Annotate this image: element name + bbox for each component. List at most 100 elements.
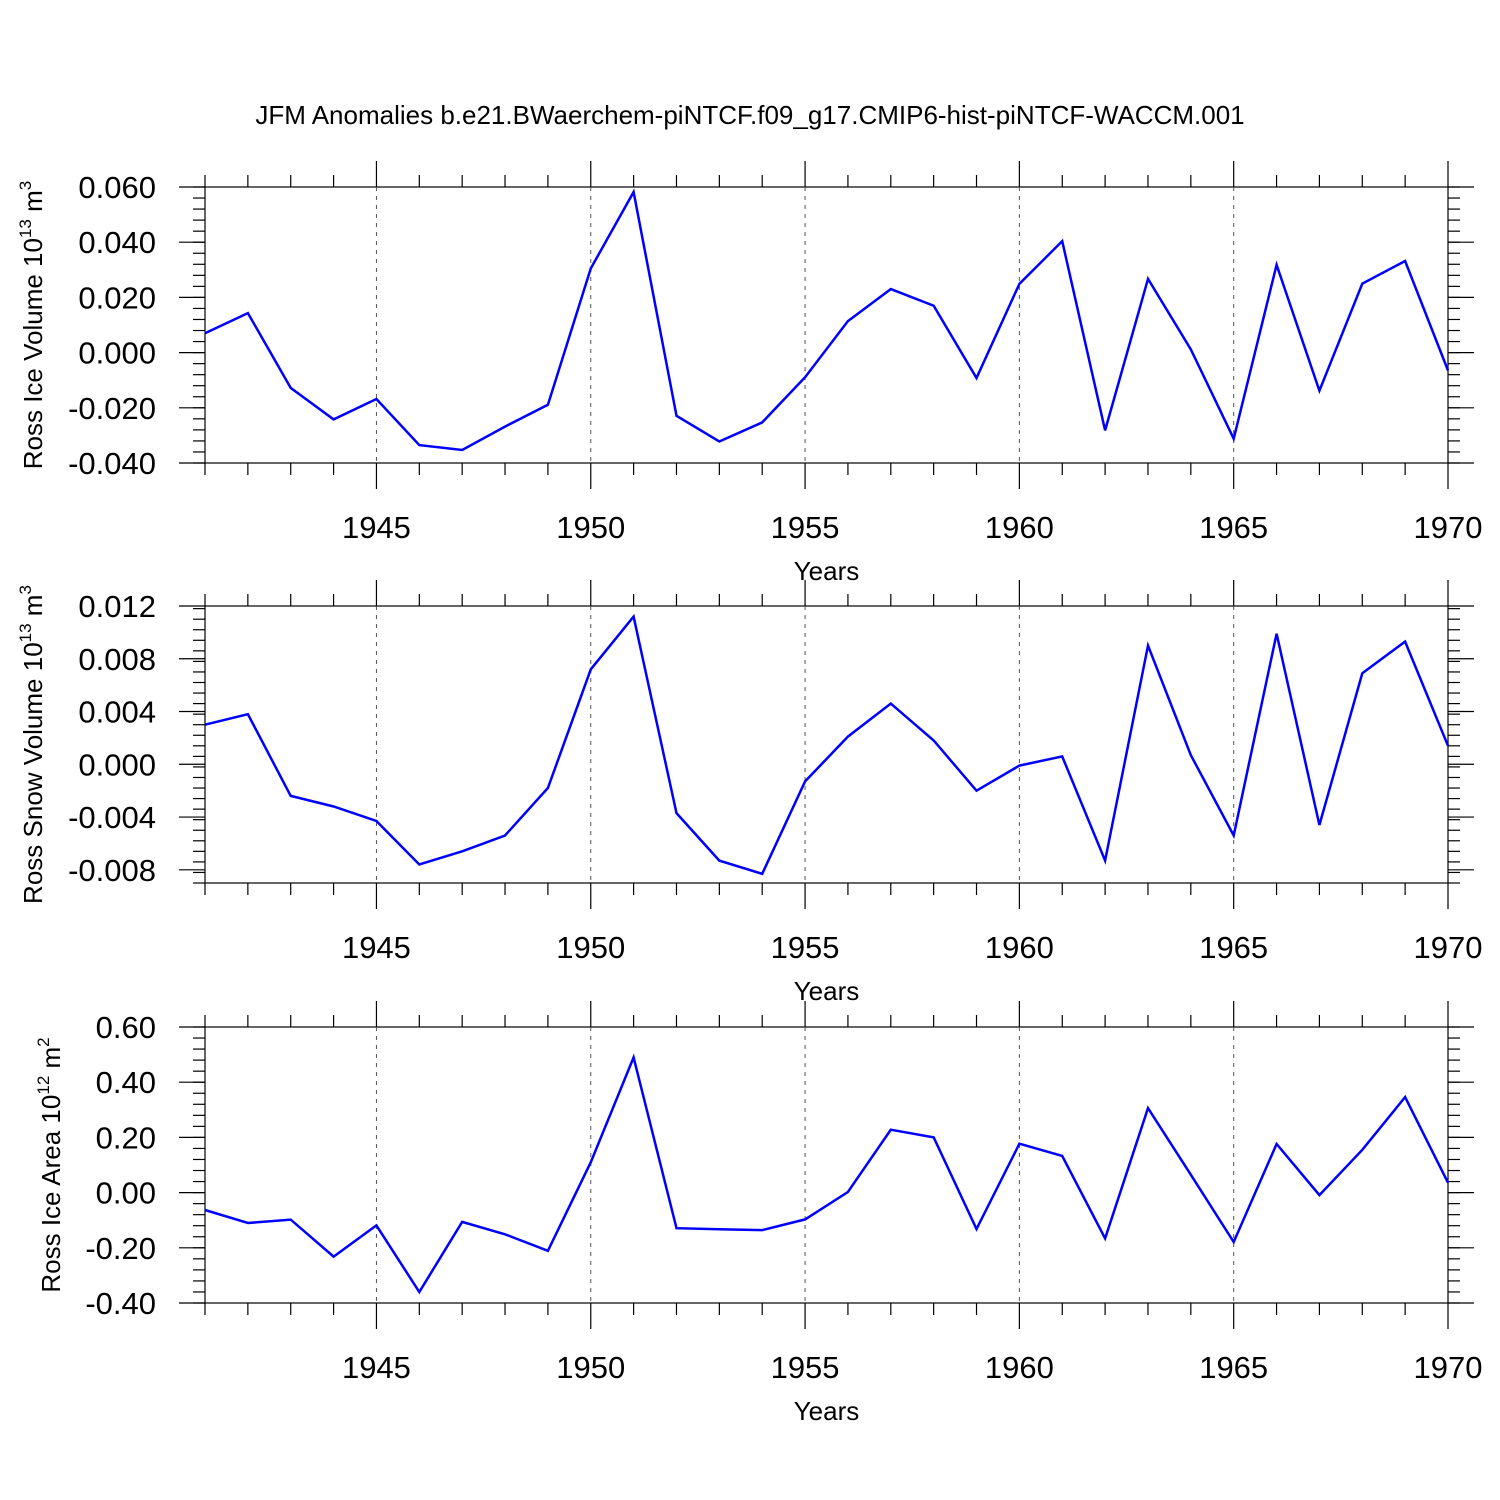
data-point [760, 1228, 764, 1232]
data-point [203, 723, 207, 727]
data-point [1060, 1154, 1064, 1158]
y-tick-label: 0.000 [78, 336, 156, 371]
data-point [889, 702, 893, 706]
data-point [1232, 437, 1236, 441]
y-tick-label: -0.008 [68, 853, 156, 888]
data-point [975, 789, 979, 793]
x-tick-label: 1960 [985, 510, 1054, 545]
x-tick-label: 1945 [342, 930, 411, 965]
data-point [975, 376, 979, 380]
data-point [932, 304, 936, 308]
x-tick-label: 1945 [342, 510, 411, 545]
data-point [1017, 764, 1021, 768]
data-point [1189, 753, 1193, 757]
y-tick-label: 0.40 [96, 1065, 156, 1100]
data-point [932, 1135, 936, 1139]
data-point [632, 615, 636, 619]
data-point [717, 859, 721, 863]
data-point [1017, 282, 1021, 286]
x-tick-label: 1960 [985, 1350, 1054, 1385]
data-point [1146, 277, 1150, 281]
data-point [717, 439, 721, 443]
data-point [246, 712, 250, 716]
y-tick-label: 0.060 [78, 170, 156, 205]
x-tick-label: 1970 [1414, 1350, 1483, 1385]
y-tick-label: -0.004 [68, 800, 156, 835]
x-axis-title: Years [794, 556, 860, 586]
data-point [803, 375, 807, 379]
data-point [1146, 644, 1150, 648]
data-point [674, 811, 678, 815]
data-point [1060, 754, 1064, 758]
data-point [460, 849, 464, 853]
data-point [932, 739, 936, 743]
data-point [332, 1255, 336, 1259]
data-point [1275, 632, 1279, 636]
data-point [803, 1217, 807, 1221]
data-point [546, 403, 550, 407]
y-tick-label: 0.00 [96, 1176, 156, 1211]
data-point [1017, 1142, 1021, 1146]
x-tick-label: 1955 [771, 510, 840, 545]
data-point [846, 319, 850, 323]
data-point [203, 331, 207, 335]
y-axis-title: Ross Snow Volume 1013 m3 [16, 585, 48, 904]
data-point [1103, 428, 1107, 432]
figure-title: JFM Anomalies b.e21.BWaerchem-piNTCF.f09… [255, 100, 1244, 130]
x-tick-label: 1955 [771, 1350, 840, 1385]
data-point [1360, 671, 1364, 675]
data-point [1317, 823, 1321, 827]
data-point [374, 819, 378, 823]
data-point [589, 667, 593, 671]
data-point [1446, 744, 1450, 748]
data-point [1446, 1181, 1450, 1185]
data-point [975, 1227, 979, 1231]
data-point [674, 414, 678, 418]
data-point [803, 779, 807, 783]
data-point [1146, 1106, 1150, 1110]
data-point [1275, 1142, 1279, 1146]
y-tick-label: 0.004 [78, 695, 156, 730]
data-point [1232, 1240, 1236, 1244]
x-tick-label: 1970 [1414, 510, 1483, 545]
data-point [332, 804, 336, 808]
y-axis-title: Ross Ice Area 1012 m2 [34, 1037, 66, 1292]
data-point [289, 794, 293, 798]
data-point [717, 1227, 721, 1231]
data-point [417, 1290, 421, 1294]
data-point [1275, 263, 1279, 267]
data-point [760, 420, 764, 424]
data-point [1103, 859, 1107, 863]
data-point [1403, 640, 1407, 644]
plot-frame [204, 605, 1449, 884]
data-point [203, 1208, 207, 1212]
data-point [1403, 259, 1407, 263]
panel-ross-ice-volume: 1945 1950 1955 1960 1965 1970 Years -0.040 -0.02… [16, 161, 1482, 586]
data-point [246, 311, 250, 315]
y-tick-label: 0.040 [78, 225, 156, 260]
data-point [889, 1128, 893, 1132]
data-point [1317, 389, 1321, 393]
data-point [417, 443, 421, 447]
series-line-ross-ice-area [204, 1053, 1450, 1295]
x-tick-label: 1950 [556, 930, 625, 965]
x-tick-label: 1955 [771, 930, 840, 965]
data-point [546, 1249, 550, 1253]
plot-frame [204, 186, 1449, 464]
data-point [503, 1232, 507, 1236]
x-tick-label: 1965 [1199, 1350, 1268, 1385]
x-tick-label: 1945 [342, 1350, 411, 1385]
x-tick-label: 1960 [985, 930, 1054, 965]
data-point [374, 397, 378, 401]
data-point [1060, 239, 1064, 243]
data-point [632, 1055, 636, 1059]
y-tick-label: 0.20 [96, 1120, 156, 1155]
x-tick-label: 1965 [1199, 930, 1268, 965]
y-tick-label: -0.040 [68, 446, 156, 481]
y-tick-label: 0.012 [78, 589, 156, 624]
data-point [1360, 1148, 1364, 1152]
y-tick-label: 0.020 [78, 280, 156, 315]
data-point [589, 266, 593, 270]
y-tick-label: -0.020 [68, 391, 156, 426]
